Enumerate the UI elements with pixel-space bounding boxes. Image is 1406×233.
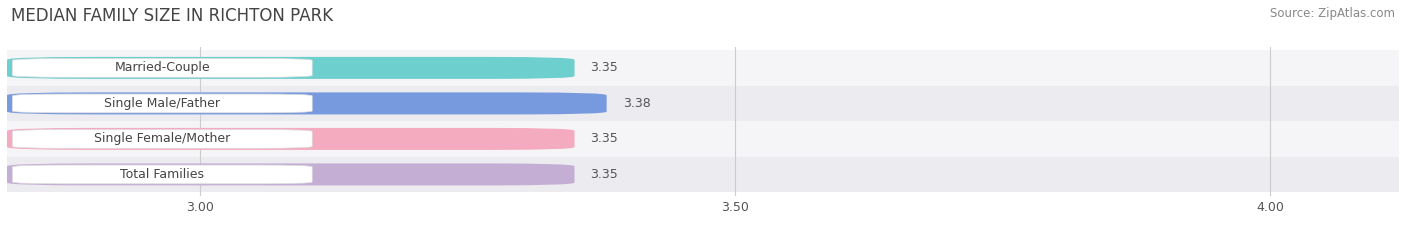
- FancyBboxPatch shape: [13, 165, 312, 184]
- FancyBboxPatch shape: [7, 57, 575, 79]
- FancyBboxPatch shape: [13, 58, 312, 77]
- Text: 3.38: 3.38: [623, 97, 651, 110]
- Text: Single Male/Father: Single Male/Father: [104, 97, 221, 110]
- Text: MEDIAN FAMILY SIZE IN RICHTON PARK: MEDIAN FAMILY SIZE IN RICHTON PARK: [11, 7, 333, 25]
- FancyBboxPatch shape: [7, 128, 575, 150]
- Text: 3.35: 3.35: [591, 168, 619, 181]
- Text: Total Families: Total Families: [121, 168, 204, 181]
- Text: Married-Couple: Married-Couple: [114, 62, 209, 74]
- FancyBboxPatch shape: [7, 50, 1399, 86]
- FancyBboxPatch shape: [13, 94, 312, 113]
- FancyBboxPatch shape: [7, 86, 1399, 121]
- Text: Single Female/Mother: Single Female/Mother: [94, 132, 231, 145]
- FancyBboxPatch shape: [7, 163, 575, 185]
- FancyBboxPatch shape: [7, 93, 606, 114]
- Text: Source: ZipAtlas.com: Source: ZipAtlas.com: [1270, 7, 1395, 20]
- Text: 3.35: 3.35: [591, 62, 619, 74]
- Text: 3.35: 3.35: [591, 132, 619, 145]
- FancyBboxPatch shape: [7, 157, 1399, 192]
- FancyBboxPatch shape: [13, 130, 312, 148]
- FancyBboxPatch shape: [7, 121, 1399, 157]
